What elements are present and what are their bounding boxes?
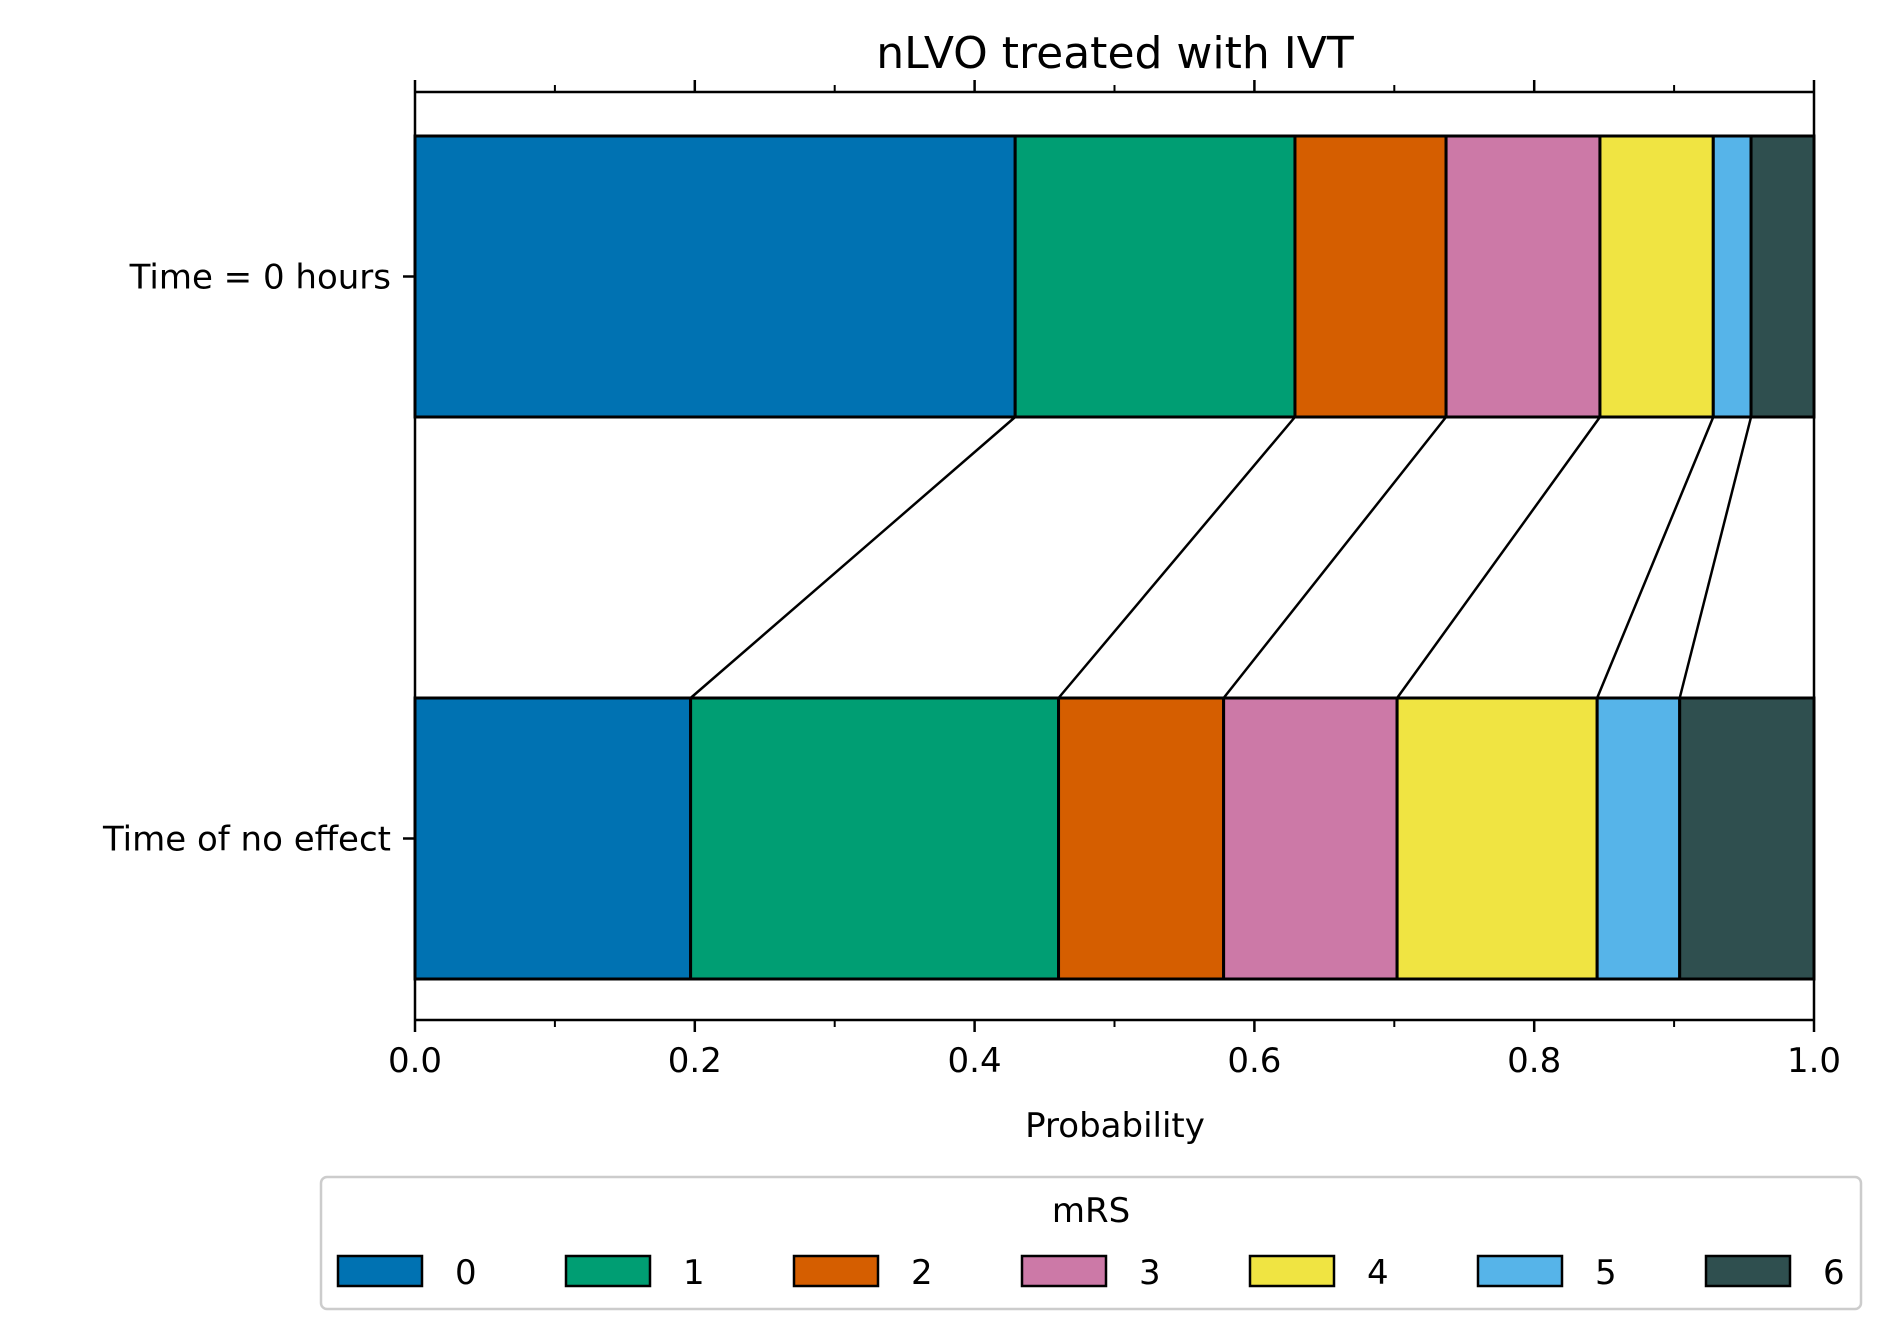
bar-segment-mrs-4-cat-1 xyxy=(1395,696,1599,981)
legend-swatch-6 xyxy=(1704,1254,1792,1288)
bar-segment-mrs-0-cat-1 xyxy=(413,696,693,981)
connector-line-1 xyxy=(1057,416,1296,699)
bar-segment-mrs-6-cat-0 xyxy=(1749,134,1816,419)
connector-line-5 xyxy=(1678,416,1753,699)
bar-segment-mrs-4-cat-0 xyxy=(1598,134,1715,419)
chart-title: nLVO treated with IVT xyxy=(876,28,1354,79)
connector-line-0 xyxy=(689,416,1016,699)
legend-label-3: 3 xyxy=(1139,1253,1161,1293)
legend-label-5: 5 xyxy=(1595,1253,1617,1293)
y-tick-label: Time = 0 hours xyxy=(129,258,391,298)
x-tick-label: 0.0 xyxy=(388,1041,442,1081)
bar-segment-mrs-0-cat-0 xyxy=(413,134,1017,419)
x-tick-label: 1.0 xyxy=(1787,1041,1841,1081)
x-tick-label: 0.8 xyxy=(1507,1041,1561,1081)
legend-swatch-0 xyxy=(336,1254,424,1288)
legend-label-4: 4 xyxy=(1367,1253,1389,1293)
y-tick-label: Time of no effect xyxy=(102,820,391,860)
bar-segment-mrs-1-cat-1 xyxy=(689,696,1061,981)
connector-line-3 xyxy=(1396,416,1601,699)
x-tick-label: 0.4 xyxy=(948,1041,1002,1081)
legend: mRS 0 1 2 3 4 5 6 xyxy=(319,1175,1863,1311)
x-axis-label: Probability xyxy=(1025,1106,1205,1146)
bar-segment-mrs-3-cat-1 xyxy=(1222,696,1399,981)
legend-label-2: 2 xyxy=(911,1253,933,1293)
legend-label-6: 6 xyxy=(1823,1253,1845,1293)
bar-segment-mrs-2-cat-0 xyxy=(1293,134,1448,419)
bar-segment-mrs-5-cat-0 xyxy=(1711,134,1753,419)
bar-segment-mrs-6-cat-1 xyxy=(1678,696,1816,981)
legend-entries: 0 1 2 3 4 5 6 xyxy=(336,1253,1845,1293)
bars-layer xyxy=(413,134,1816,981)
legend-swatch-3 xyxy=(1020,1254,1108,1288)
x-tick-label: 0.6 xyxy=(1227,1041,1281,1081)
legend-label-0: 0 xyxy=(455,1253,477,1293)
bar-segment-mrs-1-cat-0 xyxy=(1013,134,1297,419)
legend-swatch-5 xyxy=(1476,1254,1564,1288)
legend-swatch-2 xyxy=(792,1254,880,1288)
legend-swatch-4 xyxy=(1248,1254,1336,1288)
legend-label-1: 1 xyxy=(683,1253,705,1293)
bar-segment-mrs-2-cat-1 xyxy=(1057,696,1226,981)
legend-swatch-1 xyxy=(564,1254,652,1288)
bar-segment-mrs-5-cat-1 xyxy=(1595,696,1682,981)
bar-segment-mrs-3-cat-0 xyxy=(1444,134,1602,419)
connector-lines xyxy=(689,416,1753,699)
connector-line-4 xyxy=(1595,416,1715,699)
axes: 0.0 0.2 0.4 0.6 0.8 1.0 Time = 0 hours Time of … xyxy=(102,80,1841,1081)
connector-line-2 xyxy=(1222,416,1448,699)
legend-title: mRS xyxy=(1052,1191,1130,1231)
legend-frame xyxy=(319,1175,1863,1311)
x-tick-label: 0.2 xyxy=(668,1041,722,1081)
